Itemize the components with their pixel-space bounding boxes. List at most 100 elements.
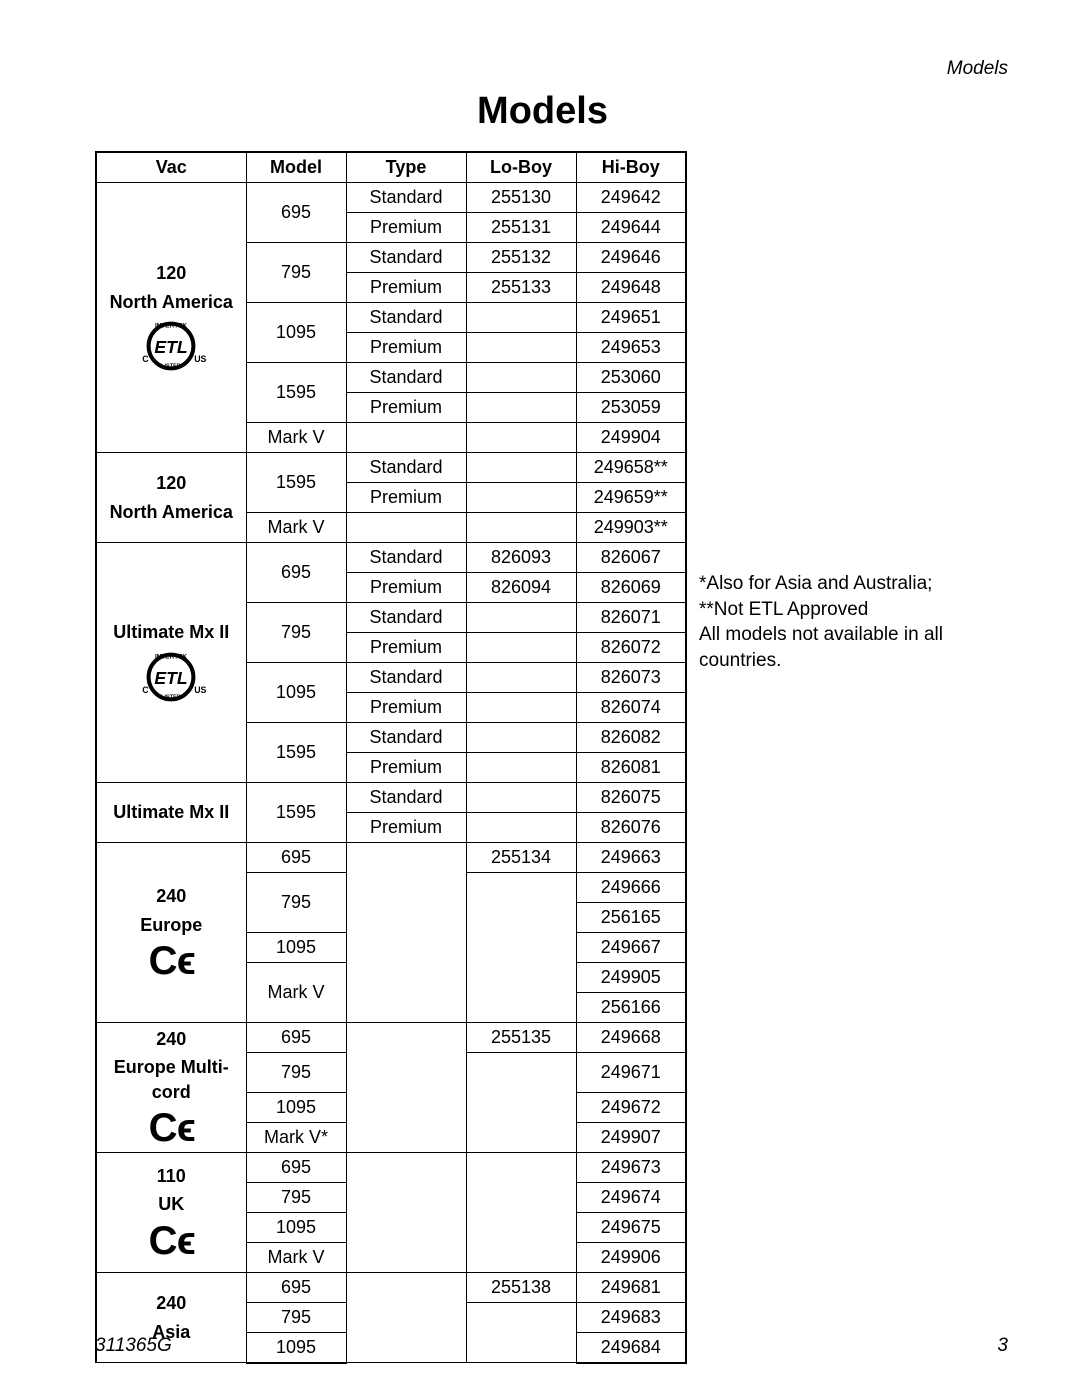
model-cell: Mark V xyxy=(246,513,346,543)
loboy-cell xyxy=(466,363,576,393)
model-cell: 695 xyxy=(246,1023,346,1053)
ce-mark-icon: C ϵ xyxy=(149,1108,194,1148)
model-cell: 795 xyxy=(246,1182,346,1212)
type-cell xyxy=(346,1152,466,1272)
hiboy-cell: 249658** xyxy=(576,453,686,483)
table-row: 110UKC ϵ695249673 xyxy=(96,1152,686,1182)
models-table: Vac Model Type Lo-Boy Hi-Boy 120North Am… xyxy=(95,151,687,1364)
hiboy-cell: 249904 xyxy=(576,423,686,453)
vac-cell: 240Europe Multi-cordC ϵ xyxy=(96,1023,246,1153)
model-cell: 1095 xyxy=(246,933,346,963)
hiboy-cell: 256165 xyxy=(576,903,686,933)
hiboy-cell: 826073 xyxy=(576,663,686,693)
footer-page-number: 3 xyxy=(997,1335,1008,1357)
col-hiboy: Hi-Boy xyxy=(576,152,686,183)
hiboy-cell: 249659** xyxy=(576,483,686,513)
vac-label: Ultimate Mx II xyxy=(113,620,229,644)
hiboy-cell: 826074 xyxy=(576,693,686,723)
svg-text:C: C xyxy=(142,354,149,364)
loboy-cell: 255130 xyxy=(466,183,576,213)
loboy-cell xyxy=(466,783,576,813)
type-cell: Standard xyxy=(346,303,466,333)
hiboy-cell: 249673 xyxy=(576,1152,686,1182)
type-cell: Standard xyxy=(346,723,466,753)
loboy-cell: 255131 xyxy=(466,213,576,243)
loboy-cell xyxy=(466,753,576,783)
hiboy-cell: 249651 xyxy=(576,303,686,333)
hiboy-cell: 249675 xyxy=(576,1212,686,1242)
type-cell xyxy=(346,843,466,1023)
svg-text:ETL: ETL xyxy=(155,337,188,357)
type-cell: Premium xyxy=(346,693,466,723)
vac-cell: Ultimate Mx II INTERTEK ETL LISTED C US xyxy=(96,543,246,783)
type-cell: Premium xyxy=(346,333,466,363)
vac-label: 240 xyxy=(156,1291,186,1315)
col-model: Model xyxy=(246,152,346,183)
type-cell: Premium xyxy=(346,393,466,423)
hiboy-cell: 826075 xyxy=(576,783,686,813)
hiboy-cell: 249653 xyxy=(576,333,686,363)
type-cell: Premium xyxy=(346,213,466,243)
hiboy-cell: 249667 xyxy=(576,933,686,963)
model-cell: 695 xyxy=(246,1272,346,1302)
model-cell: Mark V xyxy=(246,1242,346,1272)
hiboy-cell: 249671 xyxy=(576,1053,686,1093)
etl-mark-icon: INTERTEK ETL LISTED C US xyxy=(131,318,211,374)
vac-label: UK xyxy=(158,1192,184,1216)
notes-block: *Also for Asia and Australia; **Not ETL … xyxy=(699,571,999,674)
vac-label: 240 xyxy=(156,884,186,908)
model-cell: 1095 xyxy=(246,1092,346,1122)
svg-text:INTERTEK: INTERTEK xyxy=(155,653,187,660)
type-cell: Premium xyxy=(346,273,466,303)
table-row: 240Asia695255138249681 xyxy=(96,1272,686,1302)
table-row: 120North America1595Standard249658** xyxy=(96,453,686,483)
type-cell: Premium xyxy=(346,573,466,603)
table-row: 120North America INTERTEK ETL LISTED C U… xyxy=(96,183,686,213)
loboy-cell: 826093 xyxy=(466,543,576,573)
model-cell: 695 xyxy=(246,1152,346,1182)
hiboy-cell: 826069 xyxy=(576,573,686,603)
hiboy-cell: 249646 xyxy=(576,243,686,273)
type-cell: Premium xyxy=(346,753,466,783)
hiboy-cell: 253060 xyxy=(576,363,686,393)
note-line: *Also for Asia and Australia; xyxy=(699,571,999,597)
model-cell: 795 xyxy=(246,243,346,303)
table-header-row: Vac Model Type Lo-Boy Hi-Boy xyxy=(96,152,686,183)
vac-label: 240 xyxy=(156,1027,186,1051)
model-cell: 795 xyxy=(246,1053,346,1093)
hiboy-cell: 249674 xyxy=(576,1182,686,1212)
model-cell: 795 xyxy=(246,603,346,663)
col-loboy: Lo-Boy xyxy=(466,152,576,183)
hiboy-cell: 249648 xyxy=(576,273,686,303)
loboy-cell xyxy=(466,873,576,1023)
vac-label: 120 xyxy=(156,471,186,495)
type-cell xyxy=(346,423,466,453)
page-title: Models xyxy=(95,90,990,133)
note-line: All models not available in all countrie… xyxy=(699,622,999,673)
model-cell: Mark V xyxy=(246,963,346,1023)
vac-cell: 120North America INTERTEK ETL LISTED C U… xyxy=(96,183,246,453)
table-row: 240EuropeC ϵ695255134249663 xyxy=(96,843,686,873)
loboy-cell xyxy=(466,813,576,843)
model-cell: 695 xyxy=(246,843,346,873)
etl-mark-icon: INTERTEK ETL LISTED C US xyxy=(131,649,211,705)
vac-cell: 120North America xyxy=(96,453,246,543)
loboy-cell xyxy=(466,303,576,333)
loboy-cell xyxy=(466,333,576,363)
table-row: Ultimate Mx II INTERTEK ETL LISTED C US … xyxy=(96,543,686,573)
hiboy-cell: 826081 xyxy=(576,753,686,783)
hiboy-cell: 249903** xyxy=(576,513,686,543)
svg-text:US: US xyxy=(194,354,206,364)
vac-label: 110 xyxy=(157,1164,186,1188)
model-cell: Mark V* xyxy=(246,1122,346,1152)
loboy-cell xyxy=(466,663,576,693)
type-cell: Premium xyxy=(346,483,466,513)
type-cell: Standard xyxy=(346,243,466,273)
type-cell: Standard xyxy=(346,603,466,633)
loboy-cell: 255138 xyxy=(466,1272,576,1302)
loboy-cell xyxy=(466,513,576,543)
type-cell: Standard xyxy=(346,363,466,393)
col-type: Type xyxy=(346,152,466,183)
type-cell xyxy=(346,513,466,543)
model-cell: 695 xyxy=(246,543,346,603)
